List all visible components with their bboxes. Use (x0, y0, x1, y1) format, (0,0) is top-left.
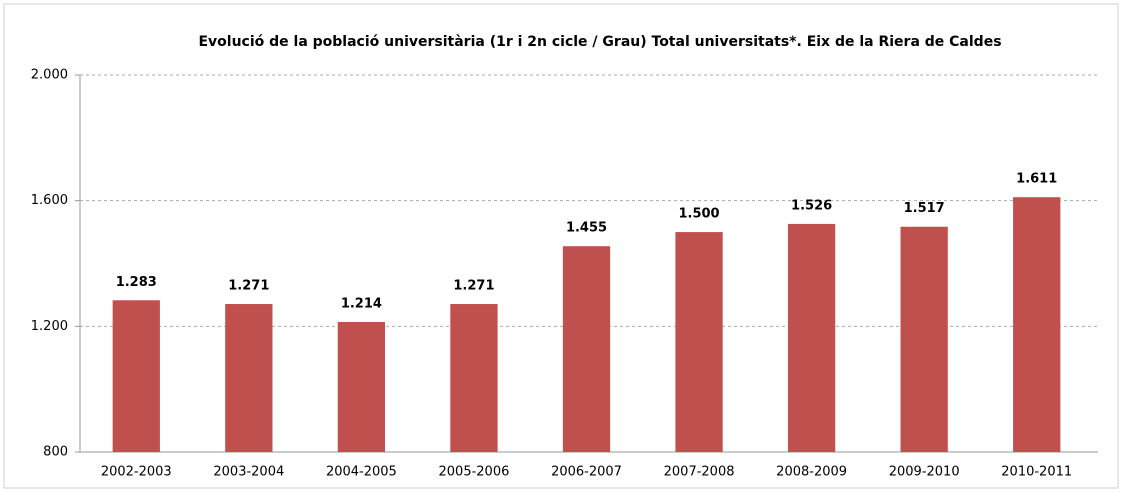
bar (1013, 197, 1061, 452)
data-label: 1.500 (678, 207, 719, 222)
bar (675, 232, 723, 452)
data-label: 1.214 (341, 296, 382, 311)
chart-title: Evolució de la població universitària (1… (198, 34, 1001, 50)
y-tick-label: 1.200 (31, 319, 68, 334)
bar (337, 321, 386, 452)
data-label: 1.526 (791, 198, 832, 213)
x-tick-label: 2008-2009 (776, 465, 847, 480)
x-tick-label: 2004-2005 (326, 465, 397, 480)
data-label: 1.517 (904, 201, 945, 216)
y-tick-label: 2.000 (31, 68, 68, 83)
bar (562, 246, 611, 452)
chart-border (3, 3, 1119, 489)
y-tick-label: 800 (43, 445, 68, 460)
data-label: 1.455 (566, 221, 607, 236)
y-tick-label: 1.600 (31, 193, 68, 208)
data-label: 1.271 (228, 279, 269, 294)
data-label: 1.283 (116, 275, 157, 290)
x-tick-label: 2009-2010 (889, 465, 960, 480)
x-tick-label: 2003-2004 (213, 465, 284, 480)
x-tick-label: 2007-2008 (664, 465, 735, 480)
data-label: 1.611 (1016, 172, 1057, 187)
bar (112, 300, 160, 452)
bar (900, 226, 948, 452)
x-tick-label: 2010-2011 (1001, 465, 1072, 480)
bar (450, 304, 498, 452)
x-tick-label: 2006-2007 (551, 465, 622, 480)
x-tick-label: 2005-2006 (439, 465, 510, 480)
x-tick-label: 2002-2003 (101, 465, 172, 480)
bar (225, 304, 273, 452)
bar (787, 223, 836, 452)
data-label: 1.271 (453, 279, 494, 294)
